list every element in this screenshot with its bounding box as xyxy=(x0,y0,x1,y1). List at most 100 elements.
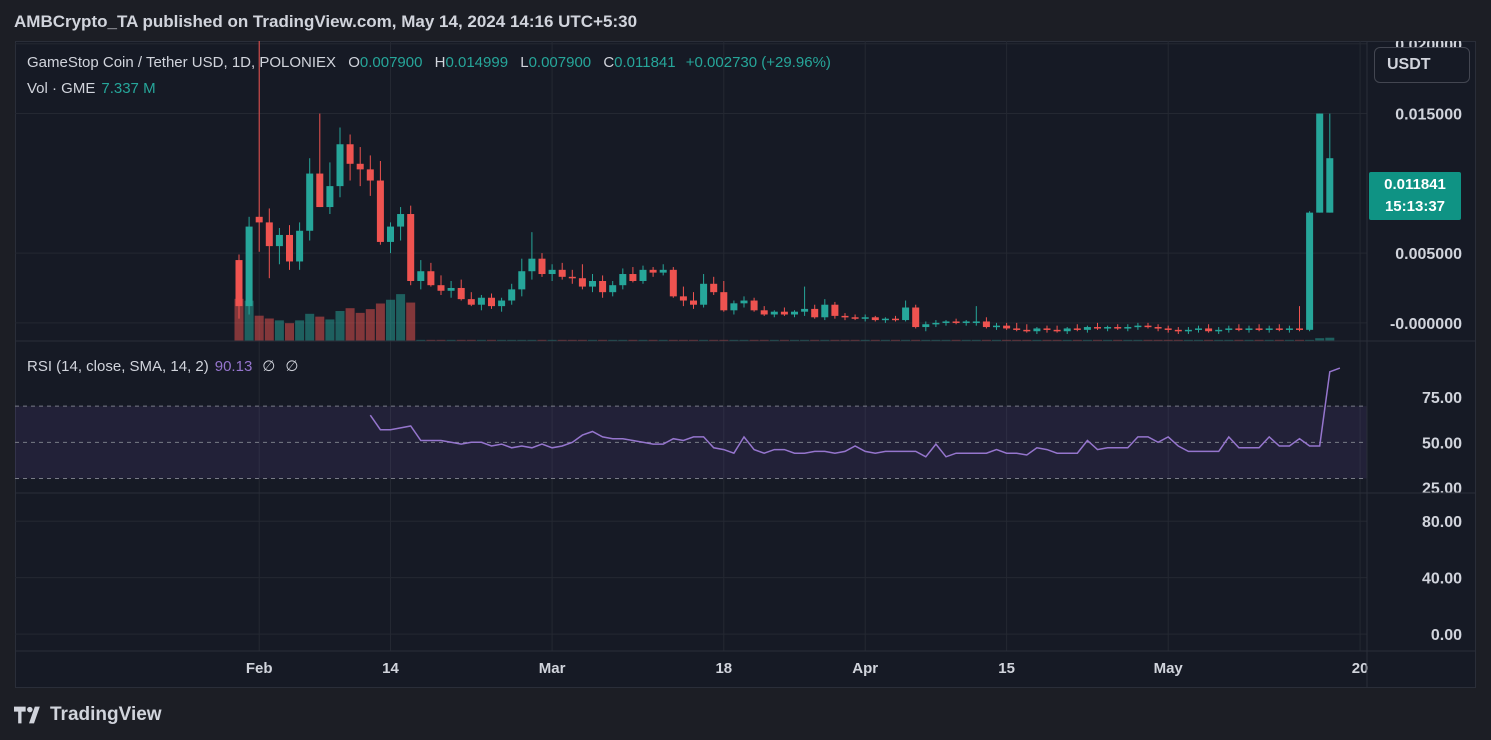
candle-body xyxy=(245,226,253,307)
chart-frame[interactable] xyxy=(15,41,1476,688)
candle xyxy=(1083,325,1091,333)
bar-countdown: 15:13:37 xyxy=(1384,198,1446,215)
volume-bar xyxy=(1002,339,1012,341)
candle xyxy=(740,296,748,308)
candle xyxy=(599,275,607,298)
candle xyxy=(609,281,617,297)
volume-bar xyxy=(699,339,709,341)
x-tick-label: 18 xyxy=(715,660,732,677)
volume-bar xyxy=(678,339,688,341)
candle-body xyxy=(528,258,536,272)
candle-body xyxy=(265,222,273,247)
volume-bar xyxy=(598,339,608,341)
candle xyxy=(488,293,495,309)
candle xyxy=(629,267,637,283)
rsi-legend[interactable]: RSI (14, close, SMA, 14, 2) 90.13 ∅ ∅ xyxy=(27,357,298,375)
candle-body xyxy=(811,308,819,318)
symbol-title[interactable]: GameStop Coin / Tether USD, 1D, POLONIEX xyxy=(27,54,337,71)
volume-bar xyxy=(1133,339,1143,341)
candle-body xyxy=(1316,113,1324,213)
volume-bar xyxy=(274,320,284,341)
candle xyxy=(286,225,293,270)
candle-body xyxy=(467,299,475,305)
volume-bar xyxy=(1295,339,1304,341)
volume-bar xyxy=(386,299,395,341)
volume-bar xyxy=(1062,339,1072,341)
candle-body xyxy=(437,285,445,291)
currency-button[interactable]: USDT xyxy=(1374,47,1470,83)
candle-body xyxy=(1326,158,1334,213)
candle-body xyxy=(589,281,596,287)
candle-body xyxy=(912,307,920,328)
lower-tick-label: 0.00 xyxy=(1431,627,1462,644)
candle xyxy=(750,297,758,312)
candle xyxy=(1296,306,1303,332)
candle-body xyxy=(558,269,566,277)
tradingview-logo[interactable]: TradingView xyxy=(14,702,162,728)
volume-bar xyxy=(638,339,648,341)
volume-bar xyxy=(285,323,294,341)
candle xyxy=(871,315,879,322)
volume-bar xyxy=(911,339,921,341)
volume-bar xyxy=(1274,339,1284,341)
candle-body xyxy=(710,283,718,293)
candle xyxy=(690,292,697,309)
volume-bar xyxy=(1244,339,1254,341)
volume-bar xyxy=(870,339,880,341)
candle-body xyxy=(993,325,1000,328)
candle xyxy=(1043,325,1051,333)
volume-bar xyxy=(446,339,456,341)
candle xyxy=(760,306,768,316)
candle-body xyxy=(760,310,768,315)
candle xyxy=(710,276,718,295)
volume-bar xyxy=(779,339,789,341)
candle xyxy=(1225,325,1233,333)
volume-bar xyxy=(891,339,900,341)
candle-body xyxy=(791,311,798,315)
volume-bar xyxy=(234,298,244,341)
volume-bar xyxy=(1163,339,1173,341)
candle-body xyxy=(1195,328,1202,330)
candle-body xyxy=(427,271,435,286)
candle-body xyxy=(376,180,384,242)
candle xyxy=(962,320,970,326)
candle-body xyxy=(578,278,586,287)
candle-body xyxy=(1174,329,1182,332)
volume-bar xyxy=(648,339,658,341)
volume-bar xyxy=(1315,338,1325,341)
candle-body xyxy=(498,300,506,307)
candle-body xyxy=(387,226,394,242)
x-tick-label: May xyxy=(1154,660,1184,677)
candle-body xyxy=(508,289,516,301)
candle xyxy=(306,158,314,241)
x-tick-label: Feb xyxy=(246,660,273,677)
change-value: +0.002730 (+29.96%) xyxy=(685,54,831,71)
volume-bar xyxy=(244,300,254,341)
volume-bars xyxy=(234,294,1335,341)
candle-body xyxy=(1154,327,1162,329)
candle-body xyxy=(821,304,829,318)
candle xyxy=(245,216,253,315)
high-value: 0.014999 xyxy=(445,54,509,71)
candle-body xyxy=(1265,328,1273,330)
volume-bar xyxy=(709,339,719,341)
candle-body xyxy=(841,315,849,318)
candle-body xyxy=(922,324,930,328)
volume-bar xyxy=(547,339,557,341)
volume-bar xyxy=(345,308,355,341)
volume-legend[interactable]: Vol · GME 7.337 M xyxy=(27,80,156,97)
candle-body xyxy=(629,274,637,281)
candle-body xyxy=(296,230,304,262)
candle-body xyxy=(538,258,546,275)
candle-body xyxy=(407,214,415,281)
candle xyxy=(679,286,687,307)
volume-bar xyxy=(1012,339,1022,341)
candle xyxy=(892,315,899,322)
candle xyxy=(861,314,869,322)
candle xyxy=(700,274,708,308)
candle-body xyxy=(1255,328,1263,330)
rsi-tick-label: 25.00 xyxy=(1422,481,1462,498)
volume-bar xyxy=(537,339,547,341)
volume-bar xyxy=(769,339,779,341)
candle-body xyxy=(316,173,324,208)
